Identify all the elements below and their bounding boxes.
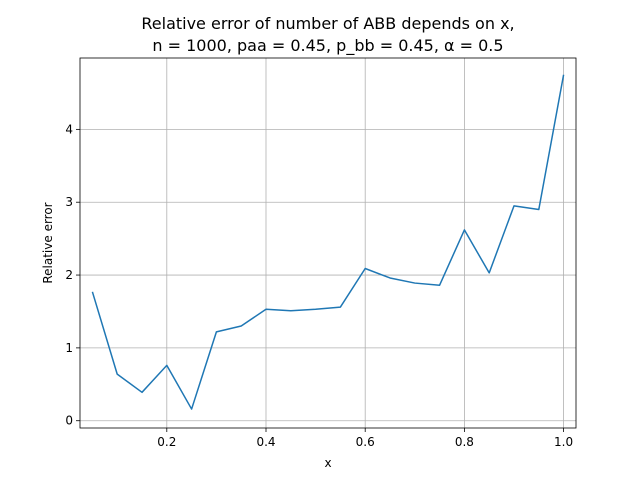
- plot-frame: [79, 57, 577, 429]
- grid-lines: [80, 58, 576, 428]
- y-tick-label: 2: [65, 268, 73, 282]
- y-tick-label: 1: [65, 341, 73, 355]
- x-tick-label: 1.0: [554, 435, 573, 449]
- x-axis: 0.2 0.4 0.6 0.8 1.0: [157, 428, 573, 449]
- chart-subtitle: n = 1000, paa = 0.45, p_bb = 0.45, α = 0…: [152, 36, 503, 56]
- x-tick-label: 0.2: [157, 435, 176, 449]
- x-tick-label: 0.4: [256, 435, 275, 449]
- y-tick-label: 4: [65, 122, 73, 136]
- y-tick-label: 0: [65, 414, 73, 428]
- y-tick-label: 3: [65, 195, 73, 209]
- x-tick-label: 0.6: [356, 435, 375, 449]
- series-layer: [91, 74, 565, 410]
- y-axis-label: Relative error: [41, 202, 55, 283]
- y-axis: 0 1 2 3 4: [65, 122, 80, 428]
- chart-title: Relative error of number of ABB depends …: [141, 14, 514, 33]
- x-tick-label: 0.8: [455, 435, 474, 449]
- x-axis-label: x: [324, 456, 331, 470]
- series-line: [91, 74, 565, 410]
